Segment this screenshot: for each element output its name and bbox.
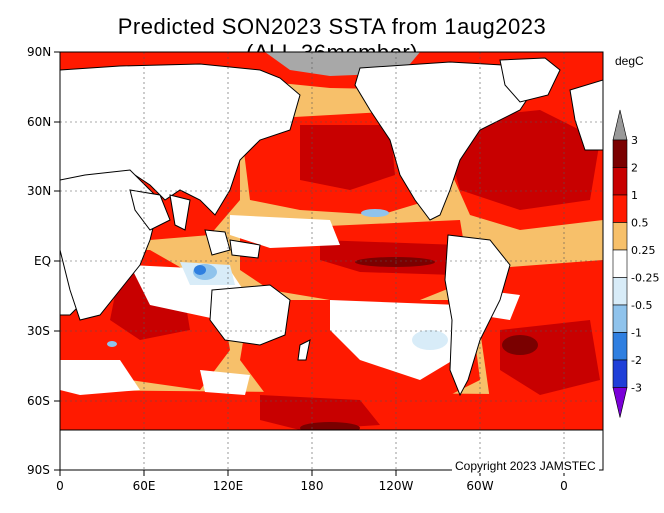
anomaly-warm-field <box>110 110 600 430</box>
colorbar-arrow-bottom <box>612 387 628 418</box>
colorbar-segment <box>612 304 628 333</box>
lat-label: 60S <box>27 394 50 408</box>
colorbar-segment <box>612 167 628 196</box>
lon-label: 120E <box>213 479 244 493</box>
lat-labels: 90N 60N 30N EQ 30S 60S 90S <box>27 45 51 477</box>
lat-label: 30N <box>27 184 51 198</box>
colorbar-label: -0.25 <box>631 272 659 285</box>
lon-label: 180 <box>301 479 324 493</box>
colorbar-segment <box>612 332 628 361</box>
graticule <box>60 52 603 470</box>
lon-label: 0 <box>560 479 568 493</box>
lon-label: 60W <box>466 479 493 493</box>
lon-label: 60E <box>133 479 156 493</box>
colorbar-label: -2 <box>631 354 642 367</box>
colorbar-label: 0.5 <box>631 217 649 230</box>
colorbar-label: -1 <box>631 327 642 340</box>
colorbar-label: 0.25 <box>631 244 656 257</box>
lat-label: 30S <box>27 324 50 338</box>
lat-label: 60N <box>27 115 51 129</box>
colorbar-segment <box>612 222 628 251</box>
colorbar-label: 2 <box>631 162 638 175</box>
lat-label: EQ <box>34 254 51 268</box>
colorbar-label: 3 <box>631 134 638 147</box>
copyright-text: Copyright 2023 JAMSTEC <box>452 459 599 473</box>
colorbar-segment <box>612 249 628 278</box>
colorbar-segment <box>612 277 628 306</box>
colorbar-segment <box>612 139 628 168</box>
colorbar: 3 2 1 0.5 0.25 -0.25 -0.5 -1 -2 -3 <box>612 109 659 418</box>
colorbar-unit: degC <box>615 54 644 68</box>
colorbar-label: 1 <box>631 189 638 202</box>
colorbar-label: -3 <box>631 382 642 395</box>
land-masses <box>60 57 603 470</box>
axis-ticks <box>54 51 565 476</box>
lon-label: 0 <box>56 479 64 493</box>
colorbar-label: -0.5 <box>631 299 652 312</box>
colorbar-arrow-top <box>612 109 628 141</box>
colorbar-segment <box>612 194 628 223</box>
anomaly-strong-field <box>300 257 538 434</box>
colorbar-segment <box>612 359 628 388</box>
lat-label: 90N <box>27 45 51 59</box>
lon-label: 120W <box>379 479 414 493</box>
lat-label: 90S <box>27 463 50 477</box>
lon-labels: 0 60E 120E 180 120W 60W 0 <box>56 479 568 493</box>
